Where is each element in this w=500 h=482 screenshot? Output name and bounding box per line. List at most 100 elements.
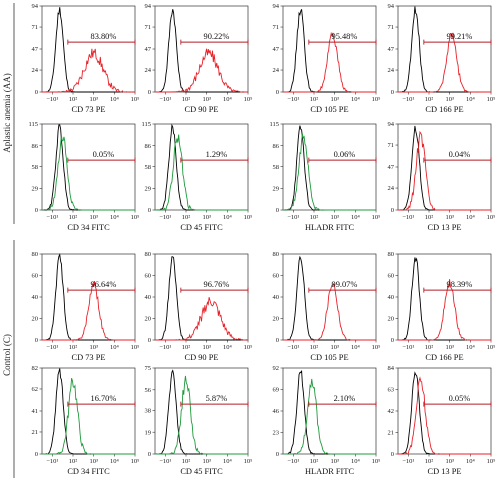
x-axis-label: CD 45 FITC <box>180 467 223 476</box>
marker-curve <box>398 130 491 211</box>
x-tick-label: 10³ <box>445 214 454 221</box>
plot-frame <box>154 367 249 455</box>
x-axis-label: CD 34 FITC <box>67 467 110 476</box>
marker-curve <box>283 378 376 455</box>
x-tick-label: −10¹ <box>402 214 414 221</box>
plot-frame <box>154 5 249 93</box>
x-axis-label: CD 105 PE <box>310 105 348 114</box>
y-tick-label: 24 <box>273 67 280 74</box>
x-axis-label: CD 13 PE <box>428 223 462 232</box>
x-tick-label: 10² <box>425 458 434 465</box>
y-tick-label: 21 <box>32 429 39 436</box>
histogram-panel: 0 23 46 69 92 −10¹ 10² 10³ 10⁴ 10⁵ HLADR FITC 2.10% <box>273 365 381 476</box>
y-tick-label: 47 <box>32 46 39 53</box>
y-tick-label: 21 <box>388 430 395 437</box>
y-tick-label: 71 <box>388 24 395 31</box>
x-tick-label: −10¹ <box>159 344 171 351</box>
isotype-control-curve <box>154 369 248 455</box>
y-tick-label: 82 <box>32 365 39 372</box>
y-tick-label: 94 <box>388 121 395 128</box>
histogram-panel: 0 20 40 60 80 −10¹ 10² 10³ 10⁴ 10⁵ CD 166 PE 98.39% <box>388 251 496 362</box>
plot-frame <box>41 5 136 93</box>
x-tick-label: 10³ <box>330 214 339 221</box>
histogram-panel: 0 29 58 86 115 −10¹ 10² 10³ 10⁴ 10⁵ CD 45 FITC 1.29… <box>141 121 252 232</box>
y-tick-label: 47 <box>273 46 280 53</box>
histogram-panel: 0 24 47 71 94 −10¹ 10² 10³ 10⁴ 10⁵ CD 166 PE 99.21% <box>388 3 496 114</box>
y-tick-label: 94 <box>273 3 280 10</box>
y-tick-label: 80 <box>388 251 395 258</box>
x-tick-label: 10⁴ <box>351 458 361 465</box>
plot-frame <box>397 253 492 341</box>
y-tick-label: 60 <box>388 273 395 280</box>
marker-curve <box>155 297 249 341</box>
x-tick-label: 10² <box>182 96 191 103</box>
marker-curve <box>42 377 135 455</box>
y-tick-label: 42 <box>388 408 395 415</box>
y-tick-label: 58 <box>145 164 152 171</box>
marker-curve <box>283 31 376 93</box>
x-tick-label: 10⁴ <box>223 96 233 103</box>
y-tick-label: 86 <box>273 143 280 150</box>
x-tick-label: 10⁴ <box>466 96 476 103</box>
y-tick-label: 115 <box>28 121 38 128</box>
y-tick-label: 19 <box>145 429 152 436</box>
plot-frame <box>282 253 377 341</box>
x-tick-label: −10¹ <box>46 96 58 103</box>
y-tick-label: 115 <box>269 121 279 128</box>
y-tick-label: 0 <box>276 207 279 214</box>
plot-frame <box>41 367 136 455</box>
y-tick-label: 94 <box>145 3 152 10</box>
x-tick-label: −10¹ <box>46 458 58 465</box>
x-tick-label: 10⁵ <box>372 96 381 103</box>
y-tick-label: 47 <box>145 46 152 53</box>
x-axis-label: CD 90 PE <box>185 105 219 114</box>
marker-curve <box>155 375 248 455</box>
x-tick-label: 10² <box>69 96 78 103</box>
isotype-control-curve <box>42 253 135 341</box>
y-tick-label: 0 <box>391 451 394 458</box>
x-axis-label: HLADR FITC <box>305 223 355 232</box>
x-tick-label: 10² <box>425 96 434 103</box>
isotype-control-curve <box>283 125 376 211</box>
gate-percent-label: 99.07% <box>332 280 358 289</box>
y-tick-label: 58 <box>32 164 39 171</box>
gate-percent-label: 0.05% <box>449 394 471 403</box>
gate-percent-label: 0.06% <box>334 150 356 159</box>
y-tick-label: 0 <box>391 89 394 96</box>
plot-frame <box>397 5 492 93</box>
isotype-control-curve <box>41 124 135 211</box>
y-tick-label: 84 <box>388 365 395 372</box>
x-tick-label: −10¹ <box>287 214 299 221</box>
x-tick-label: 10⁵ <box>131 96 140 103</box>
y-tick-label: 20 <box>145 316 152 323</box>
y-tick-label: 0 <box>276 337 279 344</box>
x-tick-label: 10⁵ <box>244 96 253 103</box>
y-tick-label: 40 <box>388 294 395 301</box>
x-tick-label: 10³ <box>445 344 454 351</box>
x-axis-label: CD 105 PE <box>310 353 348 362</box>
y-tick-label: 94 <box>388 3 395 10</box>
y-tick-label: 71 <box>145 24 152 31</box>
y-tick-label: 24 <box>388 67 395 74</box>
x-tick-label: 10³ <box>445 96 454 103</box>
x-axis-label: CD 166 PE <box>425 105 463 114</box>
x-tick-label: 10³ <box>445 458 454 465</box>
marker-curve <box>155 48 249 93</box>
y-tick-label: 80 <box>273 251 280 258</box>
x-tick-label: 10² <box>182 214 191 221</box>
y-tick-label: 94 <box>32 3 39 10</box>
histogram-panel: 0 24 47 71 94 −10¹ 10² 10³ 10⁴ 10⁵ CD 105 PE 95.48% <box>273 3 381 114</box>
y-tick-label: 58 <box>273 164 280 171</box>
group-label-aa: Aplastic anemia (AA) <box>2 73 12 152</box>
y-tick-label: 0 <box>35 337 38 344</box>
x-tick-label: 10³ <box>330 344 339 351</box>
y-tick-label: 63 <box>388 387 395 394</box>
x-tick-label: 10² <box>310 458 319 465</box>
x-tick-label: −10¹ <box>159 96 171 103</box>
x-tick-label: −10¹ <box>159 214 171 221</box>
x-tick-label: 10² <box>310 344 319 351</box>
x-tick-label: 10⁴ <box>466 344 476 351</box>
x-axis-label: CD 13 PE <box>428 467 462 476</box>
x-tick-label: 10³ <box>202 458 211 465</box>
y-tick-label: 0 <box>148 207 151 214</box>
